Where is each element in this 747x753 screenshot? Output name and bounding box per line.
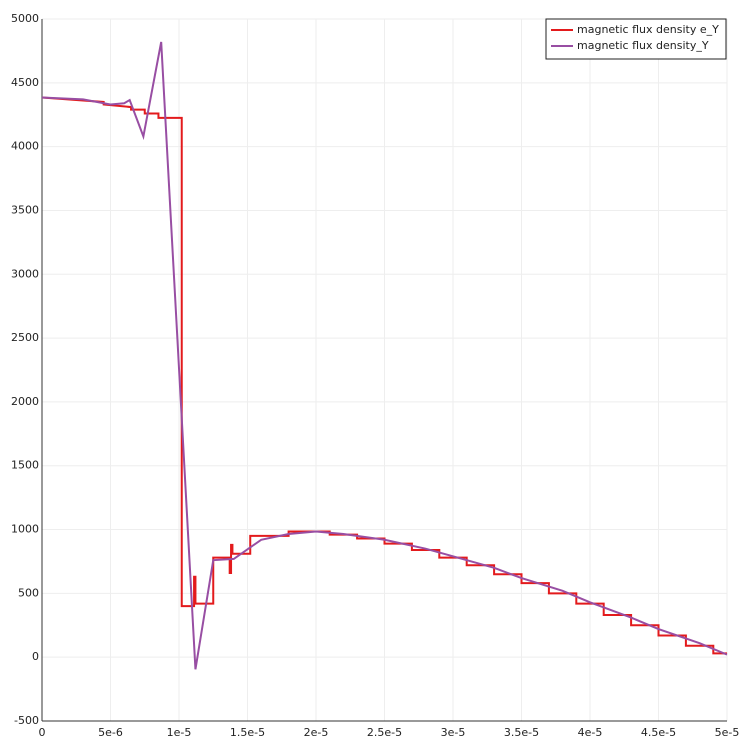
y-tick-label: 3000 (11, 267, 39, 280)
x-tick-label: 5e-5 (715, 726, 740, 739)
x-tick-label: 5e-6 (98, 726, 123, 739)
y-tick-label: -500 (14, 714, 39, 727)
x-tick-label: 0 (39, 726, 46, 739)
x-tick-label: 1e-5 (167, 726, 192, 739)
y-tick-label: 500 (18, 586, 39, 599)
y-tick-label: 4500 (11, 76, 39, 89)
x-tick-label: 4e-5 (578, 726, 603, 739)
y-tick-label: 2500 (11, 331, 39, 344)
y-tick-label: 1500 (11, 459, 39, 472)
y-tick-label: 2000 (11, 395, 39, 408)
y-tick-label: 4000 (11, 140, 39, 153)
legend-label: magnetic flux density_Y (577, 39, 709, 52)
y-tick-label: 1000 (11, 523, 39, 536)
legend-box (545, 18, 727, 60)
x-tick-label: 2e-5 (304, 726, 329, 739)
y-tick-label: 5000 (11, 12, 39, 25)
legend-label: magnetic flux density e_Y (577, 23, 719, 36)
x-tick-label: 1.5e-5 (230, 726, 265, 739)
x-tick-label: 4.5e-5 (641, 726, 676, 739)
x-tick-label: 3.5e-5 (504, 726, 539, 739)
y-tick-label: 0 (32, 650, 39, 663)
series-line (41, 41, 728, 670)
x-tick-label: 3e-5 (441, 726, 466, 739)
x-tick-label: 2.5e-5 (367, 726, 402, 739)
y-tick-label: 3500 (11, 203, 39, 216)
